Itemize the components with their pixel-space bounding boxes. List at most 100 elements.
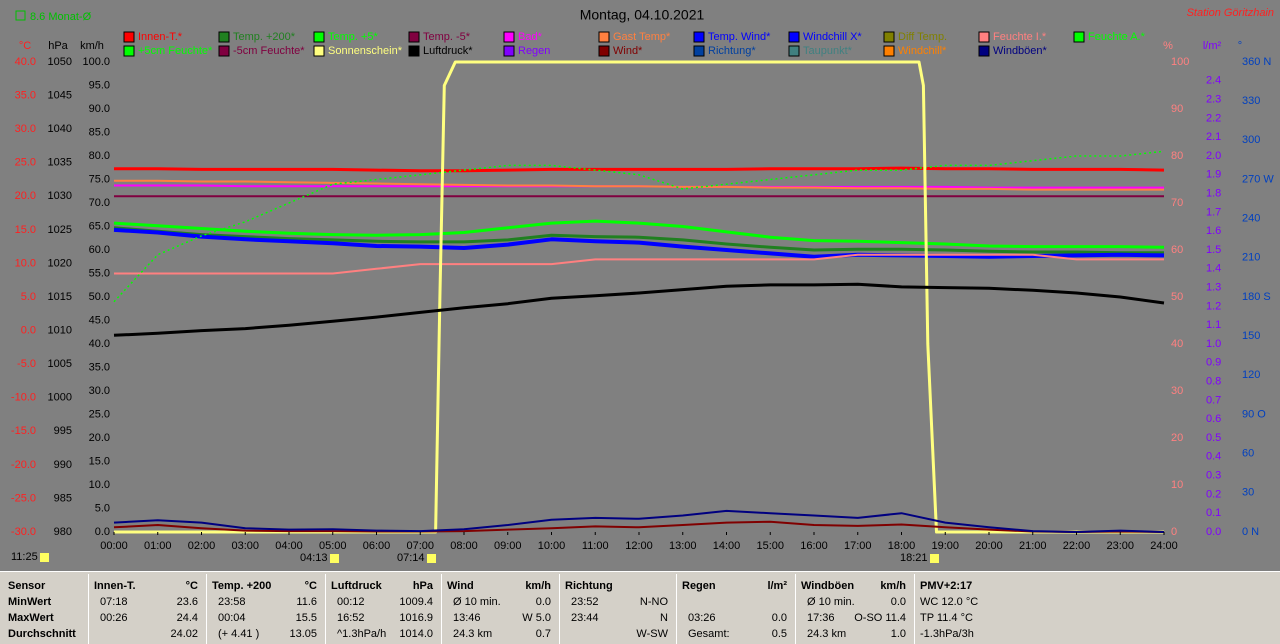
y-tick-label: 980 <box>54 526 72 538</box>
column-unit: km/h <box>525 580 551 592</box>
legend-label: Bad* <box>518 31 543 43</box>
y-tick-label: 1025 <box>48 224 72 236</box>
y-tick-label: 1.7 <box>1206 206 1221 218</box>
y-tick-label: 5.0 <box>21 291 36 303</box>
legend-label: Taupunkt* <box>803 45 853 57</box>
y-tick-label: 30 <box>1171 385 1183 397</box>
y-tick-label: -25.0 <box>11 492 36 504</box>
y-tick-label: 0.4 <box>1206 451 1221 463</box>
y-tick-label: 2.4 <box>1206 75 1221 87</box>
cell-value: 11.6 <box>296 596 317 608</box>
series-line <box>114 60 1164 534</box>
y-tick-label: -30.0 <box>11 526 36 538</box>
monthly-average: 8.6 Monat-Ø <box>30 11 92 23</box>
series-line <box>113 520 1165 533</box>
y-tick-label: 80.0 <box>89 150 110 162</box>
legend-swatch <box>503 45 515 57</box>
legend-label: Feuchte A.* <box>1088 31 1146 43</box>
y-tick-label: 1.1 <box>1206 319 1221 331</box>
y-tick-label: 2.1 <box>1206 131 1221 143</box>
y-tick-label: 90.0 <box>89 103 110 115</box>
cell-value: -1.3hPa/3h <box>920 628 974 640</box>
column-header: PMV+2:17 <box>920 580 972 592</box>
x-tick-label: 02:00 <box>188 540 216 552</box>
y-tick-label: 1015 <box>48 291 72 303</box>
y-tick-label: 1030 <box>48 190 72 202</box>
cell-value: 24.02 <box>170 628 198 640</box>
y-tick-label: 1035 <box>48 157 72 169</box>
y-tick-label: 0.7 <box>1206 394 1221 406</box>
column-header: Temp. +200 <box>212 580 271 592</box>
cell-value: 0.0 <box>772 612 787 624</box>
series-line <box>113 150 1165 303</box>
column-unit: °C <box>186 580 198 592</box>
row-label: Durchschnitt <box>8 628 76 640</box>
cell-time: (+ 4.41 ) <box>218 628 259 640</box>
cell-value: 1016.9 <box>399 612 433 624</box>
cell-time: 24.3 km <box>453 628 492 640</box>
y-tick-label: 60.0 <box>89 244 110 256</box>
axis-unit: % <box>1163 40 1173 52</box>
y-tick-label: 20 <box>1171 432 1183 444</box>
series-line <box>113 226 1164 255</box>
y-tick-label: 40.0 <box>89 338 110 350</box>
y-tick-label: 0.0 <box>95 526 110 538</box>
series-line <box>113 227 1165 259</box>
y-tick-label: 210 <box>1242 252 1260 264</box>
y-tick-label: 90 <box>1171 103 1183 115</box>
column-unit: km/h <box>880 580 906 592</box>
y-tick-label: 45.0 <box>89 314 110 326</box>
cell-time: 00:12 <box>337 596 365 608</box>
cell-value: WC 12.0 °C <box>920 596 978 608</box>
legend-swatch <box>218 45 230 57</box>
y-tick-label: 1.5 <box>1206 244 1221 256</box>
x-tick-label: 07:00 <box>406 540 434 552</box>
y-tick-label: 35.0 <box>15 89 36 101</box>
legend-label: Feuchte I.* <box>993 31 1047 43</box>
legend-swatch <box>123 45 135 57</box>
y-tick-label: 1045 <box>48 89 72 101</box>
y-tick-label: 100.0 <box>82 56 110 68</box>
legend-swatch <box>978 31 990 43</box>
x-tick-label: 15:00 <box>756 540 784 552</box>
legend-label: Wind* <box>613 45 643 57</box>
column-header: Regen <box>682 580 716 592</box>
y-tick-label: -10.0 <box>11 392 36 404</box>
x-tick-label: 18:00 <box>888 540 916 552</box>
y-tick-label: 0.2 <box>1206 488 1221 500</box>
y-tick-label: 180 S <box>1242 291 1271 303</box>
cell-value: 1014.0 <box>399 628 433 640</box>
cell-time: 23:52 <box>571 596 599 608</box>
column-header: Luftdruck <box>331 580 383 592</box>
legend-swatch <box>693 31 705 43</box>
column-header: Innen-T. <box>94 580 136 592</box>
y-tick-label: 1.9 <box>1206 169 1221 181</box>
legend-swatch <box>313 45 325 57</box>
marker-icon <box>427 554 436 563</box>
y-tick-label: 80 <box>1171 150 1183 162</box>
y-tick-label: 300 <box>1242 134 1260 146</box>
series-line <box>114 253 1164 275</box>
cell-value: 15.5 <box>296 612 317 624</box>
legend-label: Windchill X* <box>803 31 862 43</box>
plot-area <box>113 60 1165 534</box>
cell-time: 17:36 <box>807 612 835 624</box>
cell-value: 0.0 <box>536 596 551 608</box>
y-tick-label: 40 <box>1171 338 1183 350</box>
legend-label: Luftdruck* <box>423 45 473 57</box>
x-tick-label: 13:00 <box>669 540 697 552</box>
y-tick-label: 60 <box>1242 448 1254 460</box>
x-tick-label: 23:00 <box>1106 540 1134 552</box>
sun-moon-time: 04:13 <box>300 552 328 564</box>
x-tick-label: 21:00 <box>1019 540 1047 552</box>
y-tick-label: 1000 <box>48 392 72 404</box>
legend-swatch <box>598 45 610 57</box>
y-tick-label: 0.0 <box>1206 526 1221 538</box>
y-tick-label: 40.0 <box>15 56 36 68</box>
x-tick-label: 00:00 <box>100 540 128 552</box>
cell-time: 23:58 <box>218 596 246 608</box>
y-tick-label: 20.0 <box>15 190 36 202</box>
y-tick-label: 360 N <box>1242 56 1271 68</box>
y-tick-label: 270 W <box>1242 173 1274 185</box>
x-tick-label: 16:00 <box>800 540 828 552</box>
